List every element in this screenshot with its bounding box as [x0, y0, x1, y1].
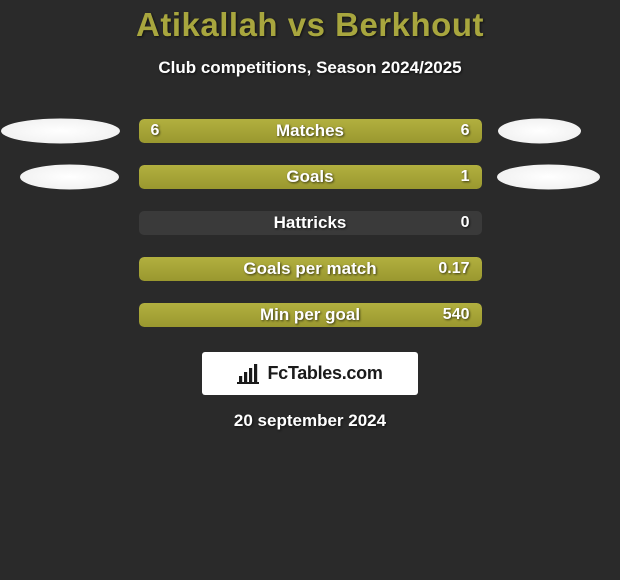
brand-box[interactable]: FcTables.com: [202, 352, 418, 395]
player-ellipse-left: [20, 165, 119, 190]
stat-value-right: 540: [443, 306, 470, 324]
player-ellipse-left: [1, 119, 120, 144]
stat-bar: Matches 6 6: [139, 119, 482, 143]
stat-value-right: 0: [461, 214, 470, 232]
stat-label: Goals per match: [243, 259, 376, 279]
comparison-infographic: Atikallah vs Berkhout Club competitions,…: [0, 0, 620, 580]
date-label: 20 september 2024: [0, 411, 620, 431]
stat-bar: Goals 1: [139, 165, 482, 189]
stat-row: Hattricks 0: [0, 200, 620, 246]
stat-row: Goals 1: [0, 154, 620, 200]
stat-bar: Goals per match 0.17: [139, 257, 482, 281]
stat-row: Matches 6 6: [0, 108, 620, 154]
bar-chart-icon: [237, 364, 261, 384]
player-ellipse-right: [497, 165, 600, 190]
stat-value-right: 6: [461, 122, 470, 140]
page-subtitle: Club competitions, Season 2024/2025: [0, 58, 620, 78]
stat-label: Hattricks: [274, 213, 347, 233]
stats-rows: Matches 6 6 Goals 1 Hattricks 0 Goals per match…: [0, 108, 620, 338]
page-title: Atikallah vs Berkhout: [0, 6, 620, 44]
stat-value-left: 6: [151, 122, 160, 140]
stat-label: Min per goal: [260, 305, 360, 325]
stat-row: Goals per match 0.17: [0, 246, 620, 292]
stat-label: Matches: [276, 121, 344, 141]
player-ellipse-right: [498, 119, 581, 144]
brand-text: FcTables.com: [267, 363, 382, 384]
stat-row: Min per goal 540: [0, 292, 620, 338]
stat-bar: Min per goal 540: [139, 303, 482, 327]
stat-value-right: 0.17: [438, 260, 469, 278]
stat-label: Goals: [286, 167, 333, 187]
stat-value-right: 1: [461, 168, 470, 186]
stat-bar: Hattricks 0: [139, 211, 482, 235]
